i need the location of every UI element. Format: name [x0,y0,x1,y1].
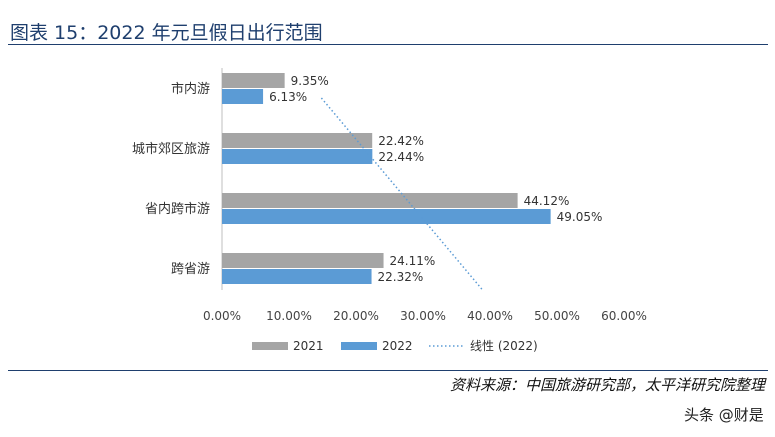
source-note: 资料来源：中国旅游研究部，太平洋研究院整理 [449,376,765,394]
data-label-2021: 22.42% [378,134,424,148]
data-label-2022: 49.05% [557,210,603,224]
x-tick-label: 30.00% [400,309,446,323]
category-label: 市内游 [171,81,210,97]
data-label-2022: 22.44% [378,150,424,164]
x-tick-label: 0.00% [203,309,241,323]
category-label: 城市郊区旅游 [132,141,210,157]
legend-label-2022: 2022 [382,339,413,353]
data-label-2021: 9.35% [291,74,329,88]
watermark: 头条 @财是 [684,406,764,424]
bar-2021 [222,253,384,268]
legend-label-2021: 2021 [293,339,324,353]
x-tick-label: 60.00% [601,309,647,323]
legend-swatch-2022 [341,342,377,350]
bar-2021 [222,133,373,148]
bar-2022 [222,269,372,284]
x-tick-label: 40.00% [467,309,513,323]
category-label: 跨省游 [171,262,210,277]
bar-2022 [222,89,264,104]
x-tick-label: 10.00% [266,309,312,323]
bar-2021 [222,73,285,88]
bar-2021 [222,193,518,208]
x-tick-label: 20.00% [333,309,379,323]
data-label-2021: 44.12% [524,194,570,208]
data-label-2022: 6.13% [269,90,307,104]
bar-2022 [222,149,373,164]
chart-title: 图表 15：2022 年元旦假日出行范围 [10,22,323,44]
bar-2022 [222,209,551,224]
legend-label-trendline: 线性 (2022) [470,339,538,353]
source-divider [8,370,768,371]
data-label-2021: 24.11% [390,254,436,268]
title-underline [8,44,768,45]
trendline-2022 [320,97,484,291]
x-tick-label: 50.00% [534,309,580,323]
legend-swatch-2021 [252,342,288,350]
category-label: 省内跨市游 [145,201,210,217]
data-label-2022: 22.32% [378,270,424,284]
